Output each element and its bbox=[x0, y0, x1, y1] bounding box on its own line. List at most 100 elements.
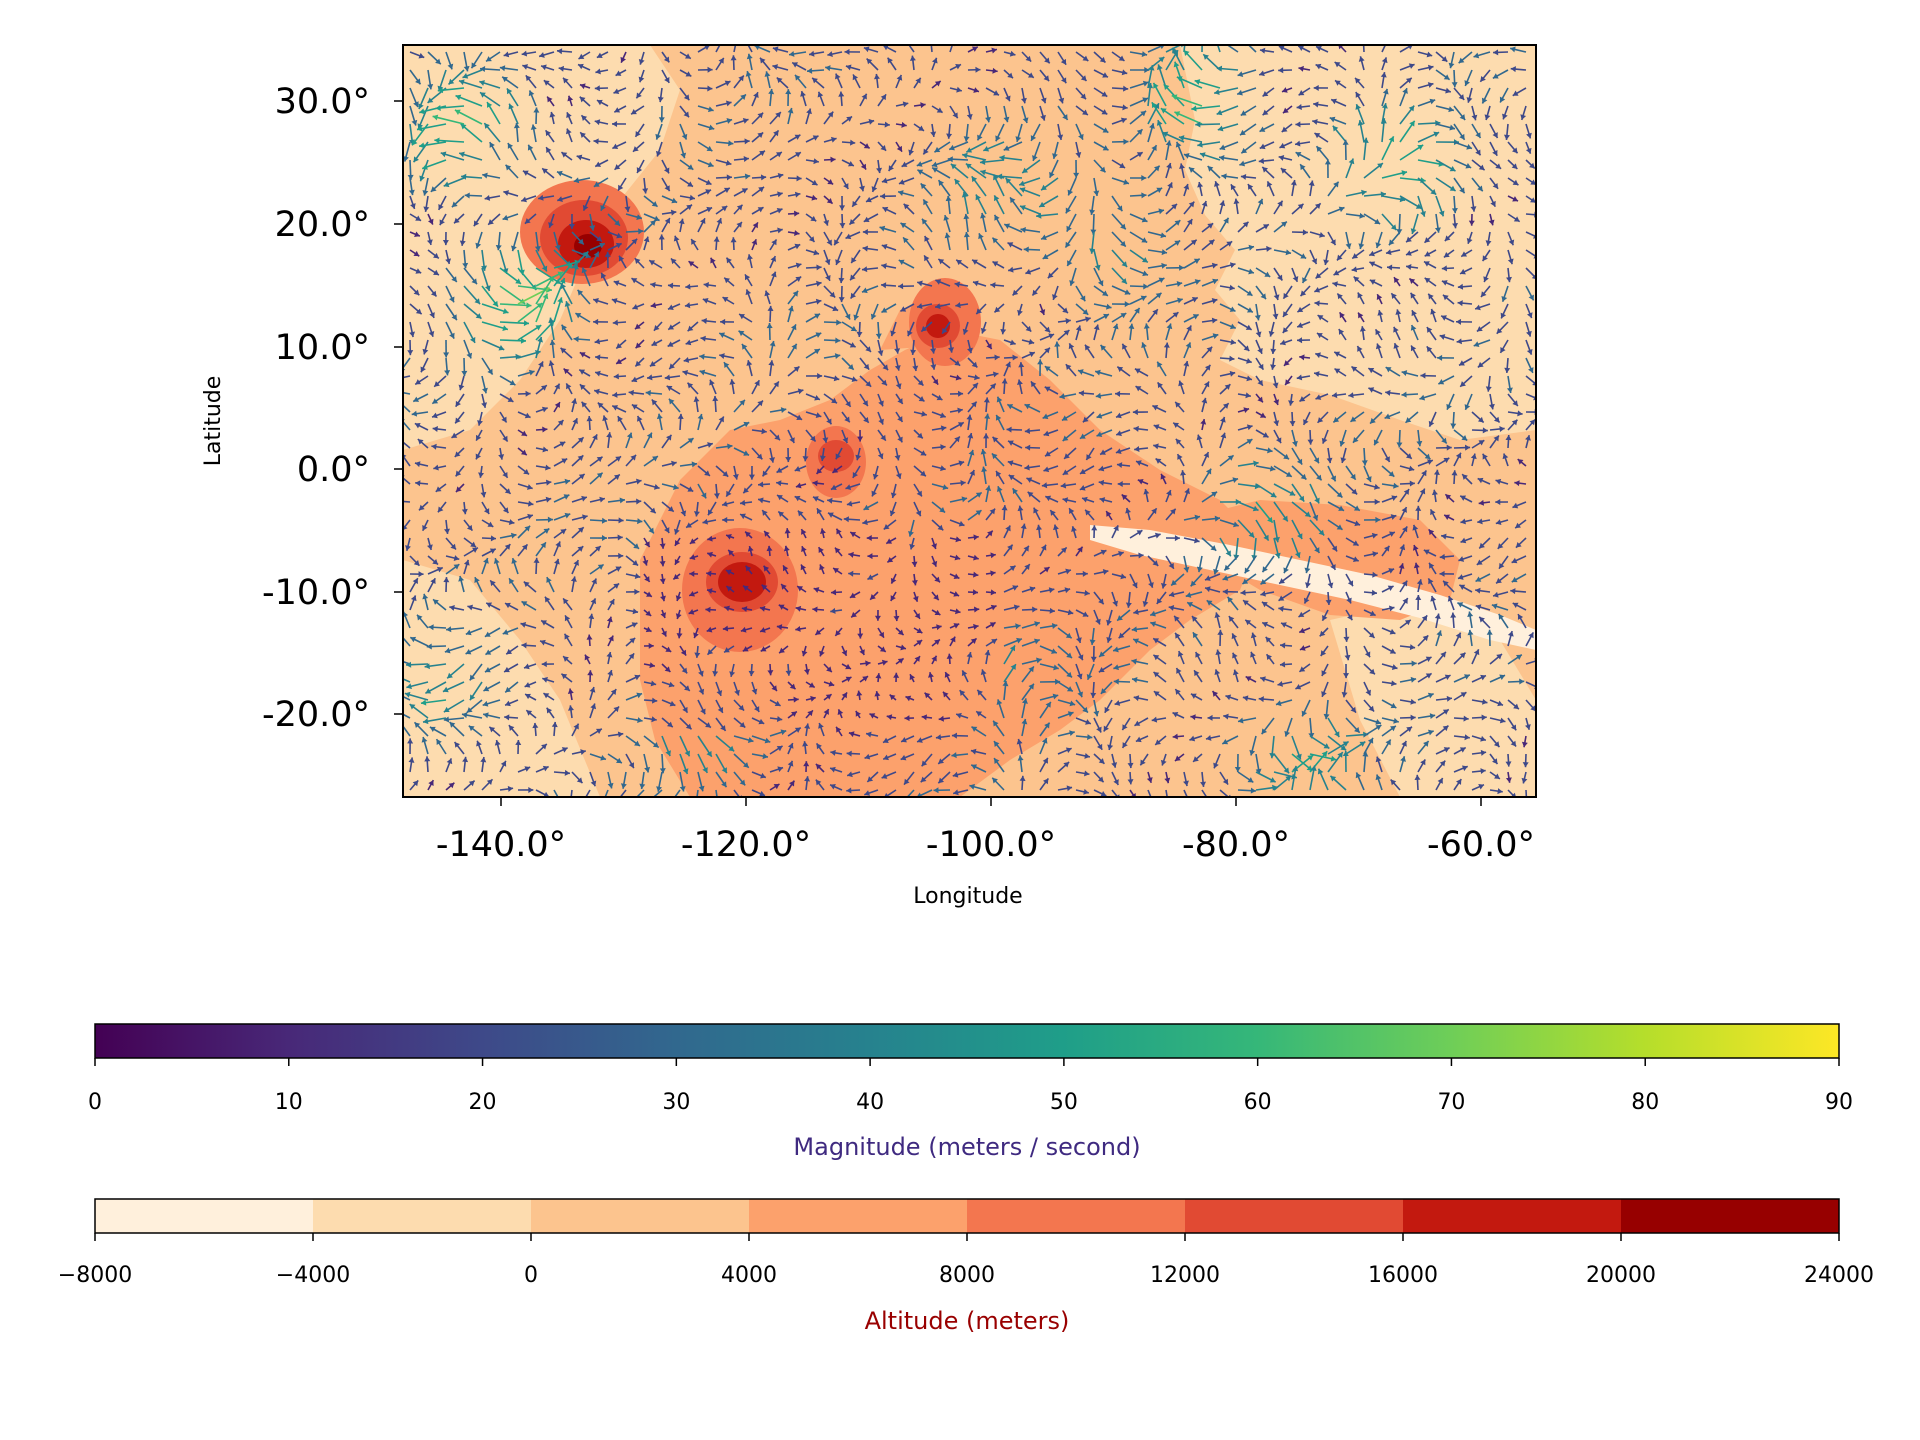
wind-vector-head bbox=[628, 389, 634, 396]
wind-vector-head bbox=[850, 325, 857, 332]
wind-vector-head bbox=[1267, 516, 1273, 523]
wind-vector-head bbox=[726, 586, 733, 592]
wind-vector-head bbox=[1352, 540, 1359, 546]
wind-vector-head bbox=[828, 512, 834, 518]
wind-vector-head bbox=[1279, 142, 1286, 149]
wind-vector-head bbox=[1121, 494, 1128, 501]
wind-vector-head bbox=[1482, 427, 1488, 434]
wind-vector-head bbox=[787, 107, 794, 114]
wind-vector-head bbox=[1040, 544, 1047, 551]
wind-vector-head bbox=[634, 740, 640, 746]
wind-vector-head bbox=[766, 545, 773, 552]
wind-vector-head bbox=[881, 659, 888, 666]
wind-vector-head bbox=[1409, 644, 1416, 651]
wind-vector-head bbox=[845, 676, 852, 683]
wind-vector-head bbox=[1025, 268, 1032, 275]
wind-vector-head bbox=[830, 749, 836, 756]
wind-vector-head bbox=[1497, 543, 1504, 549]
wind-vector-head bbox=[1458, 94, 1465, 100]
wind-vector-head bbox=[1255, 331, 1262, 338]
wind-vector-head bbox=[947, 156, 953, 163]
wind-vector-head bbox=[1409, 480, 1415, 487]
wind-vector-head bbox=[795, 262, 802, 269]
wind-vector-head bbox=[741, 188, 748, 194]
wind-vector-head bbox=[1229, 306, 1236, 312]
wind-vector-head bbox=[1172, 312, 1179, 318]
wind-vector-head bbox=[683, 94, 690, 101]
wind-vector-head bbox=[505, 686, 511, 693]
wind-vector-head bbox=[886, 538, 893, 544]
wind-vector-head bbox=[1431, 489, 1438, 496]
wind-vector-head bbox=[1095, 392, 1102, 399]
wind-vector-head bbox=[443, 706, 450, 713]
wind-vector-head bbox=[726, 490, 732, 497]
wind-vector-head bbox=[710, 257, 716, 264]
wind-vector-head bbox=[993, 90, 999, 96]
wind-vector-head bbox=[863, 216, 870, 222]
wind-vector-head bbox=[415, 215, 422, 221]
wind-vector-head bbox=[790, 324, 797, 331]
wind-vector-head bbox=[1260, 590, 1266, 597]
wind-vector-head bbox=[1461, 251, 1468, 257]
wind-vector-head bbox=[521, 601, 528, 607]
wind-vector-head bbox=[762, 470, 768, 477]
wind-vector-head bbox=[629, 637, 636, 644]
wind-vector-head bbox=[433, 464, 439, 471]
wind-vector-head bbox=[1294, 552, 1301, 558]
wind-vector-head bbox=[1136, 530, 1143, 536]
wind-vector-head bbox=[1152, 560, 1159, 566]
wind-vector-head bbox=[667, 304, 674, 311]
wind-vector-head bbox=[916, 640, 923, 646]
wind-vector-head bbox=[835, 337, 841, 344]
wind-vector-head bbox=[1197, 182, 1204, 188]
wind-vector-head bbox=[758, 481, 764, 488]
wind-vector-head bbox=[595, 546, 601, 552]
wind-vector-head bbox=[1318, 529, 1325, 536]
wind-vector-head bbox=[1298, 495, 1305, 502]
wind-vector-head bbox=[646, 591, 652, 597]
wind-vector-head bbox=[524, 218, 531, 224]
wind-vector-head bbox=[983, 145, 990, 152]
wind-vector-head bbox=[526, 710, 533, 716]
wind-vector-head bbox=[506, 88, 513, 95]
wind-vector-head bbox=[414, 461, 421, 468]
wind-vector-head bbox=[1477, 185, 1483, 192]
wind-vector-head bbox=[545, 496, 552, 503]
wind-vector-head bbox=[712, 395, 719, 402]
wind-vector-head bbox=[940, 465, 946, 472]
wind-vector-head bbox=[1390, 224, 1397, 231]
wind-vector-head bbox=[1106, 303, 1112, 310]
wind-vector bbox=[403, 695, 411, 701]
wind-vector-head bbox=[1254, 314, 1261, 321]
wind-vector-head bbox=[1199, 30, 1205, 35]
wind-vector-head bbox=[521, 430, 527, 436]
wind-vector-head bbox=[528, 90, 535, 97]
wind-vector-head bbox=[917, 737, 923, 743]
wind-vector-head bbox=[1405, 417, 1412, 423]
wind-vector-head bbox=[561, 324, 567, 331]
wind-vector-head bbox=[1339, 440, 1346, 447]
wind-vector-head bbox=[1097, 743, 1103, 750]
wind-vector-head bbox=[878, 418, 884, 425]
wind-vector-head bbox=[700, 708, 706, 715]
wind-vector-head bbox=[433, 252, 439, 259]
wind-vector-head bbox=[1150, 610, 1156, 617]
wind-vector-head bbox=[1118, 550, 1124, 557]
wind-vector-head bbox=[722, 516, 728, 523]
wind-vector-head bbox=[1055, 678, 1061, 685]
wind-vector-head bbox=[1148, 582, 1154, 588]
wind-vector-head bbox=[996, 699, 1003, 706]
wind-vector-head bbox=[851, 257, 857, 264]
wind-vector-head bbox=[634, 323, 641, 330]
wind-vector-head bbox=[1388, 239, 1395, 246]
wind-vector-head bbox=[1493, 416, 1500, 423]
wind-vector-head bbox=[551, 721, 558, 728]
wind-vector-head bbox=[1385, 367, 1392, 373]
wind-vector-head bbox=[547, 516, 553, 523]
wind-vector-head bbox=[1512, 400, 1518, 407]
wind-vector-head bbox=[415, 308, 422, 315]
wind-vector-head bbox=[1315, 63, 1322, 70]
wind-vector-head bbox=[579, 352, 586, 358]
wind-vector-head bbox=[834, 353, 841, 360]
wind-vector-head bbox=[1475, 604, 1482, 611]
